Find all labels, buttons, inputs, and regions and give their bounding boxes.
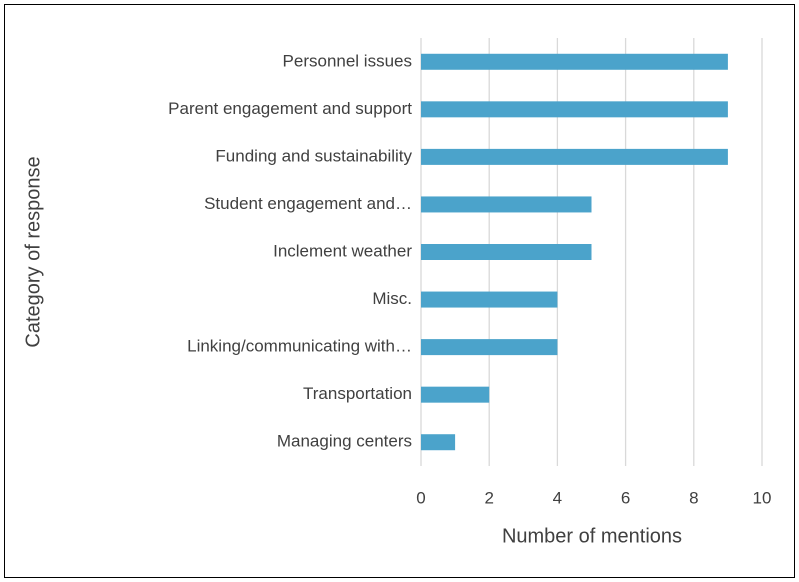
x-tick-label: 2 xyxy=(484,488,493,507)
x-tick-label: 6 xyxy=(621,488,630,507)
bar xyxy=(421,386,490,403)
bar xyxy=(421,291,558,308)
y-axis-label: Category of response xyxy=(22,156,44,347)
bar xyxy=(421,53,728,70)
bar xyxy=(421,434,456,451)
x-tick-label: 0 xyxy=(416,488,425,507)
y-tick-label: Managing centers xyxy=(277,432,412,451)
x-tick-label: 4 xyxy=(553,488,562,507)
bar xyxy=(421,196,592,213)
chart-border xyxy=(4,4,795,578)
y-tick-label: Personnel issues xyxy=(283,51,412,70)
y-tick-label: Student engagement and… xyxy=(204,194,412,213)
x-tick-label: 8 xyxy=(689,488,698,507)
bar xyxy=(421,148,728,165)
y-tick-label: Funding and sustainability xyxy=(215,146,412,165)
y-tick-label: Misc. xyxy=(372,289,412,308)
bar xyxy=(421,101,728,118)
bar xyxy=(421,339,558,356)
y-tick-label: Linking/communicating with… xyxy=(187,337,412,356)
y-tick-label: Inclement weather xyxy=(273,241,412,260)
bar xyxy=(421,244,592,260)
x-axis-label: Number of mentions xyxy=(502,525,682,547)
y-tick-label: Parent engagement and support xyxy=(168,99,412,118)
x-tick-label: 10 xyxy=(753,488,772,507)
y-tick-label: Transportation xyxy=(303,384,412,403)
